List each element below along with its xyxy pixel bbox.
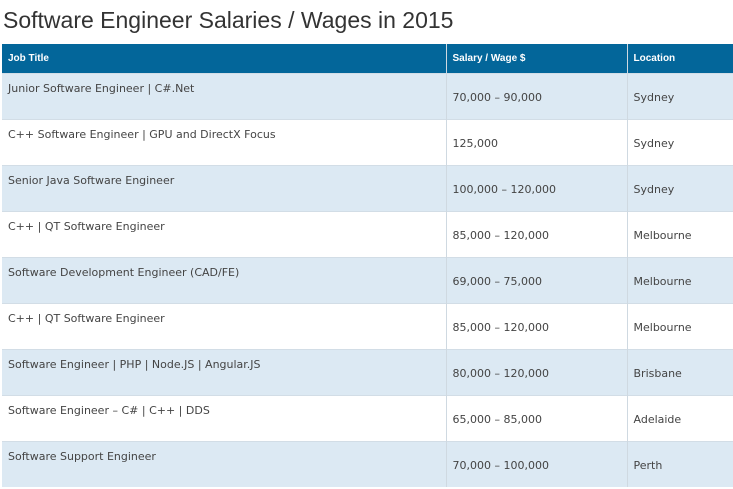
cell-salary: 69,000 – 75,000 [446,256,628,303]
cell-salary: 100,000 – 120,000 [446,164,628,211]
cell-location: Sydney [627,118,733,165]
table-row: Software Engineer | PHP | Node.JS | Angu… [2,348,733,395]
cell-job-title: Software Engineer – C# | C++ | DDS [2,394,447,441]
table-row: C++ Software Engineer | GPU and DirectX … [2,118,733,165]
cell-job-title: Software Engineer | PHP | Node.JS | Angu… [2,348,447,395]
table-body: Junior Software Engineer | C#.Net 70,000… [2,72,733,487]
cell-job-title: Software Development Engineer (CAD/FE) [2,256,447,303]
cell-job-title: Senior Java Software Engineer [2,164,447,211]
cell-job-title: C++ | QT Software Engineer [2,210,447,257]
table-row: Software Support Engineer 70,000 – 100,0… [2,440,733,487]
cell-location: Sydney [627,72,733,119]
cell-location: Brisbane [627,348,733,395]
table-row: Senior Java Software Engineer 100,000 – … [2,164,733,211]
table-row: C++ | QT Software Engineer 85,000 – 120,… [2,302,733,349]
cell-salary: 70,000 – 90,000 [446,72,628,119]
column-header-salary: Salary / Wage $ [446,44,628,73]
cell-location: Melbourne [627,210,733,257]
column-header-job-title: Job Title [2,44,447,73]
column-header-location: Location [627,44,733,73]
cell-salary: 80,000 – 120,000 [446,348,628,395]
table-row: Junior Software Engineer | C#.Net 70,000… [2,72,733,119]
header-row: Job Title Salary / Wage $ Location [2,44,733,73]
table-row: C++ | QT Software Engineer 85,000 – 120,… [2,210,733,257]
cell-salary: 125,000 [446,118,628,165]
cell-location: Melbourne [627,256,733,303]
cell-salary: 85,000 – 120,000 [446,302,628,349]
cell-job-title: C++ | QT Software Engineer [2,302,447,349]
page-title: Software Engineer Salaries / Wages in 20… [3,7,454,33]
cell-location: Melbourne [627,302,733,349]
cell-salary: 70,000 – 100,000 [446,440,628,487]
cell-salary: 85,000 – 120,000 [446,210,628,257]
cell-job-title: Software Support Engineer [2,440,447,487]
cell-location: Perth [627,440,733,487]
table-row: Software Development Engineer (CAD/FE) 6… [2,256,733,303]
cell-salary: 65,000 – 85,000 [446,394,628,441]
cell-job-title: Junior Software Engineer | C#.Net [2,72,447,119]
salary-table: Job Title Salary / Wage $ Location Junio… [2,44,733,487]
cell-location: Sydney [627,164,733,211]
cell-location: Adelaide [627,394,733,441]
table-header: Job Title Salary / Wage $ Location [2,44,733,73]
table-row: Software Engineer – C# | C++ | DDS 65,00… [2,394,733,441]
cell-job-title: C++ Software Engineer | GPU and DirectX … [2,118,447,165]
